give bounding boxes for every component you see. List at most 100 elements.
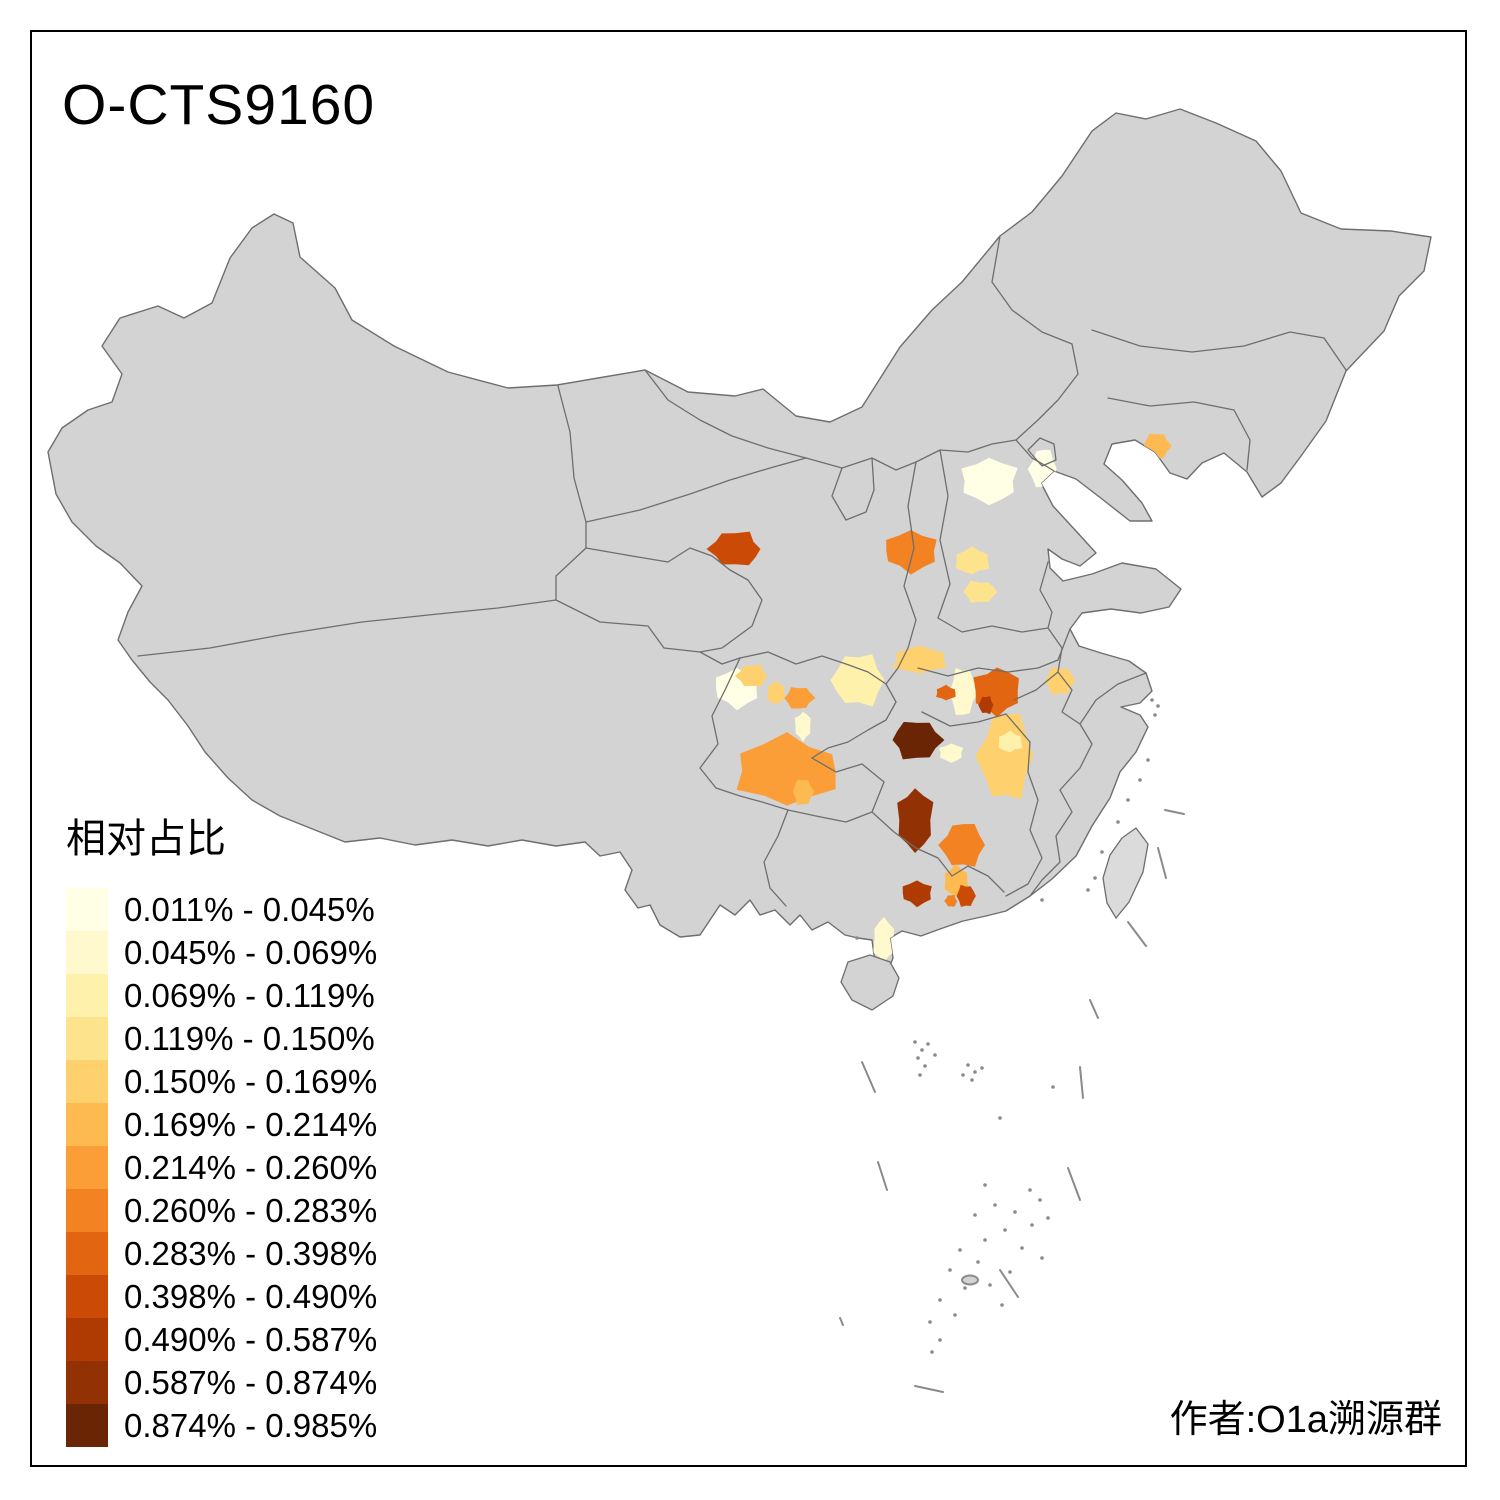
legend-label: 0.283% - 0.398%	[124, 1234, 378, 1272]
sea-islet	[926, 1042, 930, 1046]
sea-islet	[1138, 778, 1142, 782]
legend-label: 0.398% - 0.490%	[124, 1277, 378, 1315]
legend-row: 0.045% - 0.069%	[66, 931, 377, 974]
legend-swatch	[66, 974, 108, 1017]
map-region	[975, 714, 1034, 800]
sea-islet	[1030, 1223, 1034, 1227]
map-region	[897, 788, 934, 853]
legend-swatch	[66, 1404, 108, 1447]
attribution-text: 作者:O1a溯源群	[1169, 1399, 1442, 1441]
sea-islet	[1020, 1246, 1024, 1250]
map-region	[902, 880, 932, 908]
legend-row: 0.283% - 0.398%	[66, 1232, 377, 1275]
sea-dash	[1067, 1167, 1081, 1201]
sea-islet	[913, 1040, 917, 1044]
map-region	[961, 457, 1018, 506]
legend-row: 0.069% - 0.119%	[66, 974, 377, 1017]
taiwan-island	[1102, 827, 1149, 920]
sea-islet	[928, 1320, 932, 1324]
sea-dash	[1164, 809, 1185, 815]
sea-islet	[930, 1350, 934, 1354]
hainan-island	[840, 954, 900, 1011]
sea-islet	[976, 1260, 980, 1264]
legend-row: 0.150% - 0.169%	[66, 1060, 377, 1103]
sea-islet	[983, 1183, 987, 1187]
legend-label: 0.874% - 0.985%	[124, 1406, 378, 1444]
legend-title: 相对占比	[66, 817, 226, 861]
map-region	[939, 743, 964, 763]
sea-islet	[973, 1070, 977, 1074]
legend-label: 0.011% - 0.045%	[124, 890, 375, 928]
sea-islet	[1150, 698, 1154, 702]
sea-dash	[1089, 999, 1099, 1019]
sea-dash	[861, 1061, 876, 1093]
sea-islet	[920, 1048, 924, 1052]
map-region	[794, 711, 811, 742]
sea-islet	[953, 1313, 957, 1317]
legend-swatch	[66, 1189, 108, 1232]
legend-swatch	[66, 1060, 108, 1103]
sea-islet	[948, 1268, 952, 1272]
legend-row: 0.169% - 0.214%	[66, 1103, 377, 1146]
sea-islet	[1100, 850, 1104, 854]
legend-swatch	[66, 931, 108, 974]
province-boundaries	[137, 235, 1347, 907]
shaded-regions	[706, 433, 1172, 963]
legend-swatch	[66, 1275, 108, 1318]
legend-swatch	[66, 1146, 108, 1189]
legend-label: 0.587% - 0.874%	[124, 1363, 378, 1401]
map-region	[998, 730, 1023, 753]
sea-islet	[938, 1298, 942, 1302]
sea-islet	[963, 1286, 967, 1290]
sea-islet	[918, 1073, 922, 1077]
sea-islet	[855, 936, 859, 940]
sea-islet	[1003, 1228, 1007, 1232]
legend-row: 0.260% - 0.283%	[66, 1189, 377, 1232]
sea-dash	[999, 1269, 1019, 1298]
sea-islet	[1146, 758, 1150, 762]
map-region	[784, 687, 816, 709]
legend-swatch	[66, 888, 108, 931]
legend-label: 0.119% - 0.150%	[124, 1019, 375, 1057]
sea-islet	[923, 1064, 927, 1068]
legend: 相对占比 0.011% - 0.045% 0.045% - 0.069% 0.069…	[66, 806, 377, 1447]
legend-row: 0.587% - 0.874%	[66, 1361, 377, 1404]
sea-islet	[1040, 1256, 1044, 1260]
map-region	[1045, 666, 1076, 695]
legend-row: 0.119% - 0.150%	[66, 1017, 377, 1060]
sea-dash	[877, 1161, 888, 1191]
legend-entries: 0.011% - 0.045% 0.045% - 0.069% 0.069% - 0…	[66, 888, 377, 1447]
legend-label: 0.490% - 0.587%	[124, 1320, 378, 1358]
legend-label: 0.214% - 0.260%	[124, 1148, 378, 1186]
sea-island	[961, 1274, 979, 1286]
page-title: O-CTS9160	[62, 73, 376, 137]
sea-islet	[993, 1203, 997, 1207]
legend-swatch	[66, 1232, 108, 1275]
legend-row: 0.011% - 0.045%	[66, 888, 377, 931]
map-region	[936, 684, 956, 701]
sea-islet	[1051, 1085, 1055, 1089]
sea-islet	[1013, 1210, 1017, 1214]
sea-islet	[1008, 1270, 1012, 1274]
sea-islet	[1126, 798, 1130, 802]
map-region	[766, 680, 785, 705]
map-region	[734, 664, 768, 687]
sea-islet	[961, 1073, 965, 1077]
sea-islet	[970, 1078, 974, 1082]
sea-dash	[1157, 847, 1167, 879]
legend-row: 0.874% - 0.985%	[66, 1404, 377, 1447]
sea-islet	[958, 1248, 962, 1252]
map-region	[792, 779, 815, 806]
map-region	[872, 916, 895, 963]
sea-islands	[839, 698, 1185, 1393]
map-region	[949, 668, 979, 715]
legend-label: 0.045% - 0.069%	[124, 933, 378, 971]
sea-islet	[1093, 876, 1097, 880]
sea-islet	[966, 1063, 970, 1067]
sea-islet	[1116, 820, 1120, 824]
map-region	[938, 824, 985, 867]
sea-dash	[1127, 921, 1147, 947]
map-region	[886, 530, 937, 575]
sea-islet	[983, 1238, 987, 1242]
